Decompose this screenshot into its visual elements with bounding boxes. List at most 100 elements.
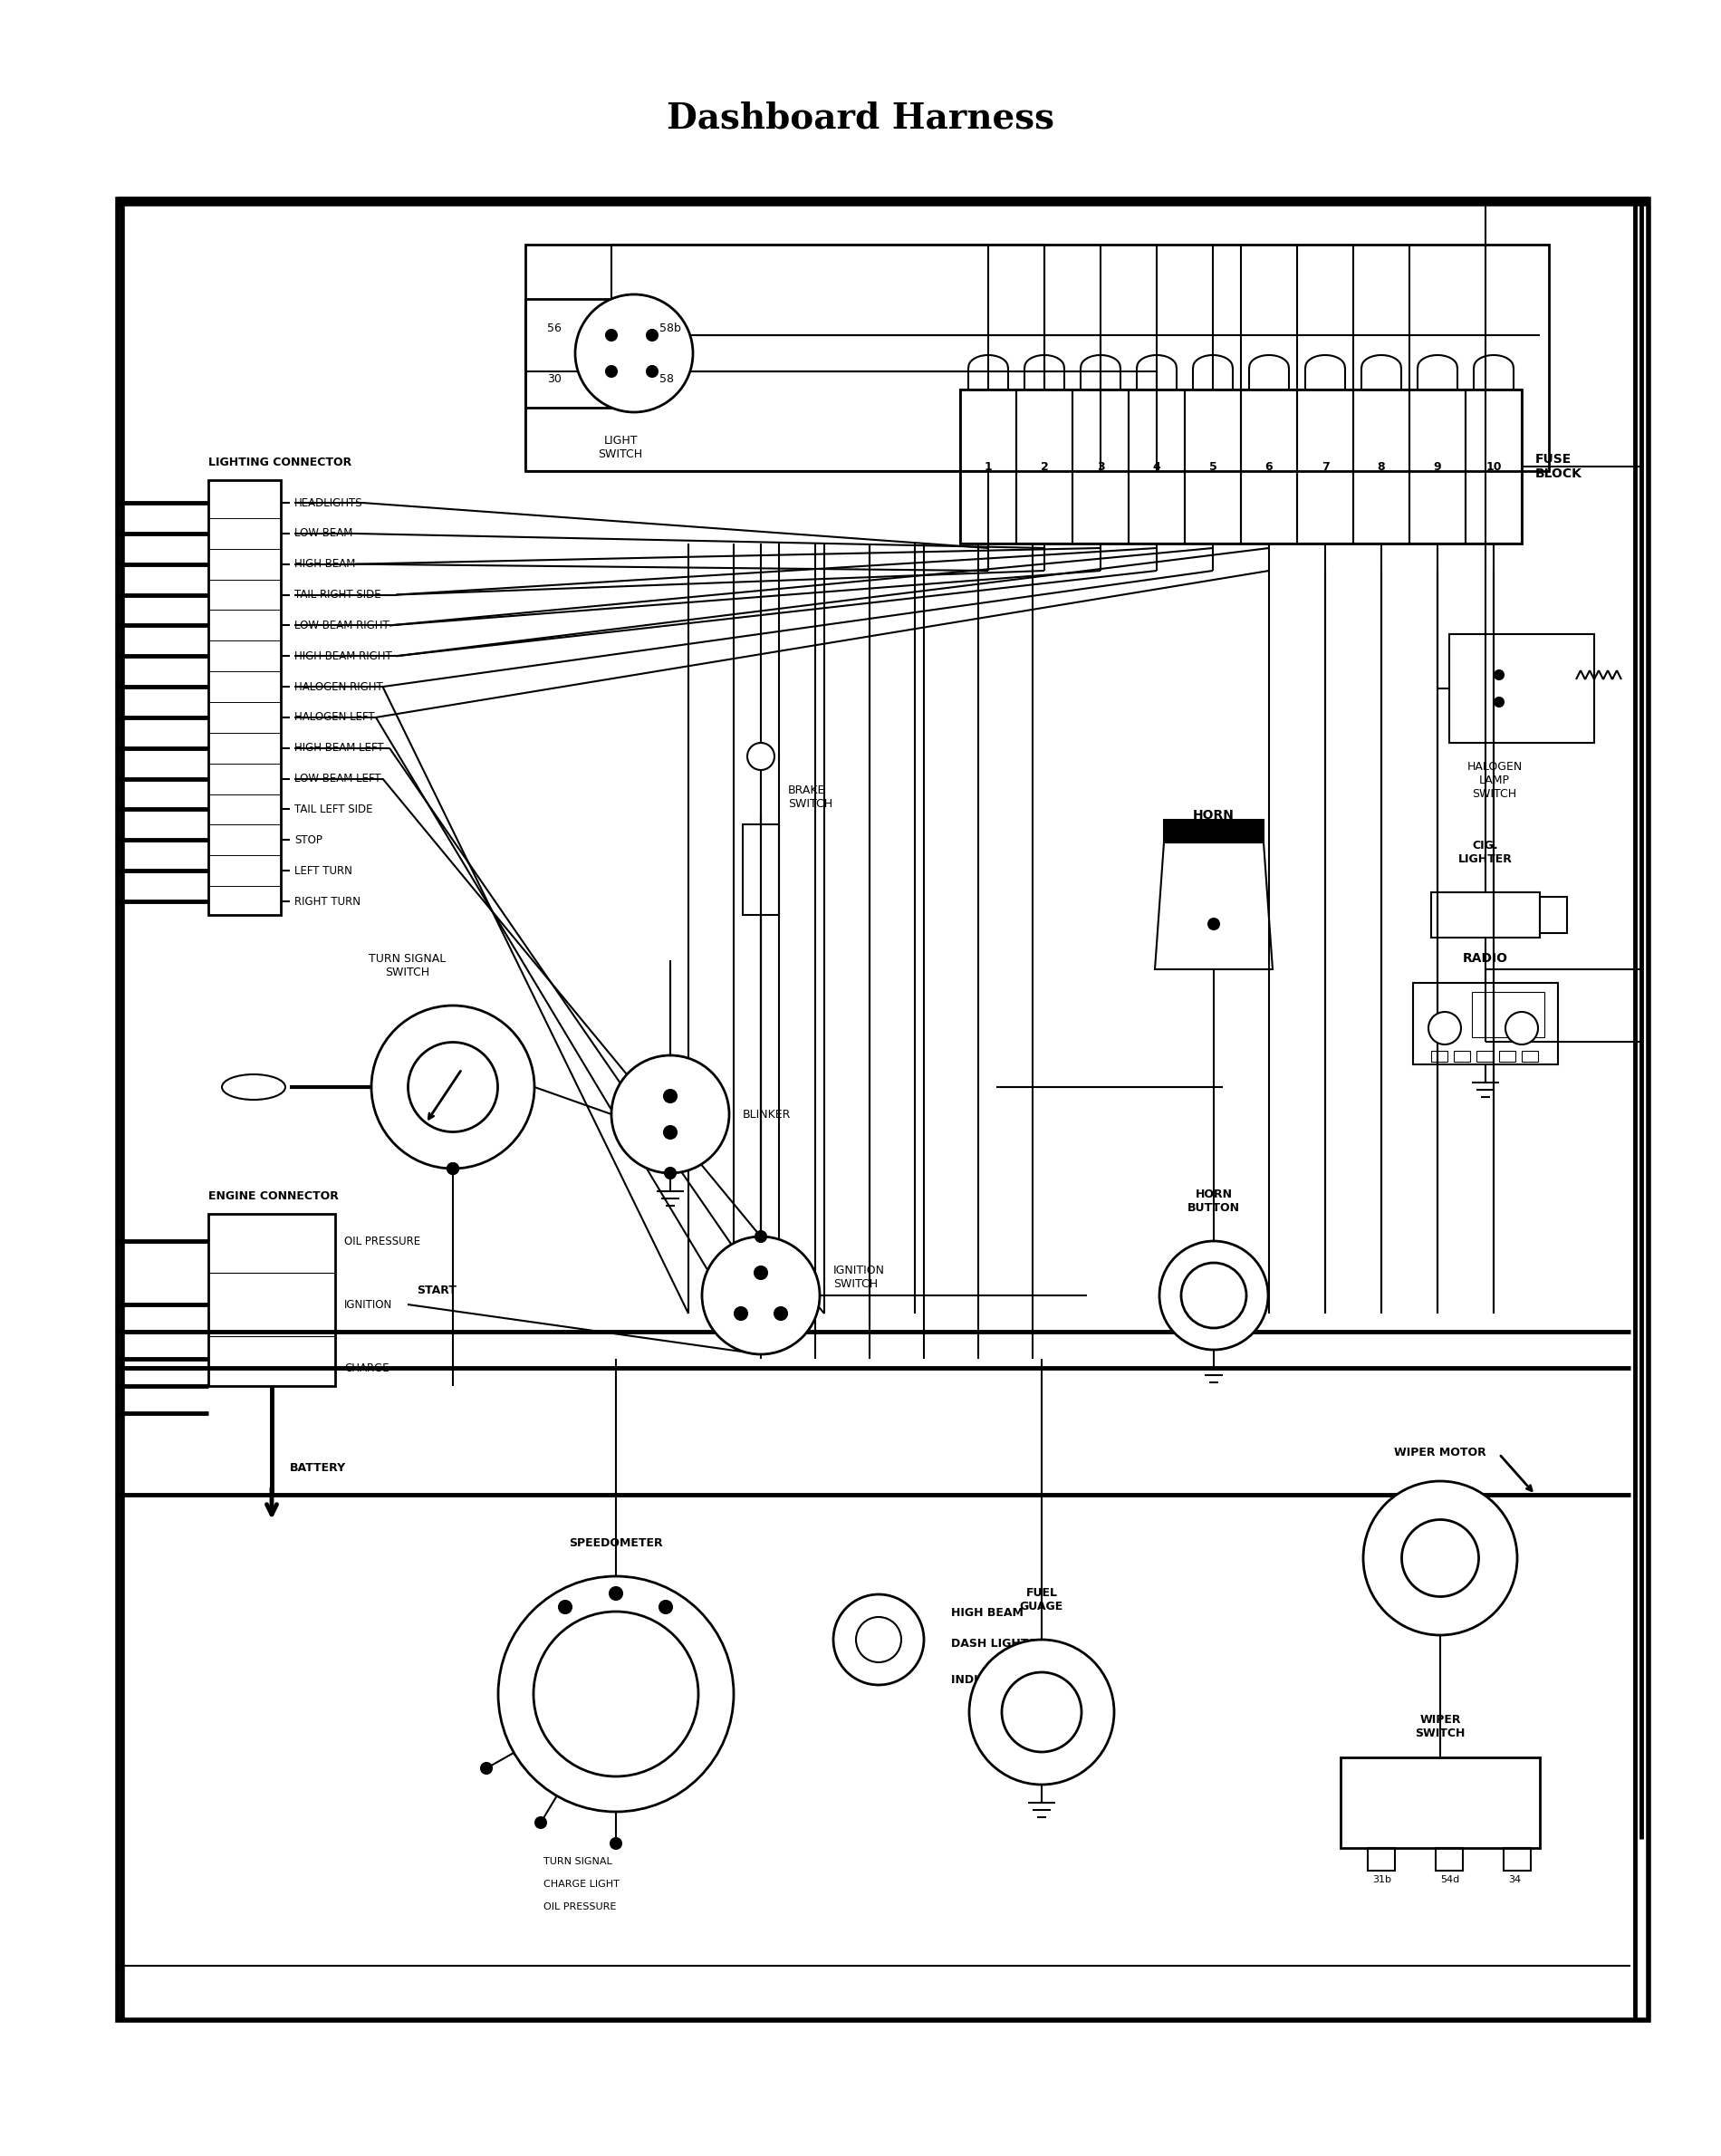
Text: OIL PRESSURE: OIL PRESSURE	[344, 1235, 420, 1246]
Circle shape	[969, 1641, 1113, 1785]
Text: RIGHT TURN: RIGHT TURN	[294, 895, 360, 908]
Text: 1: 1	[984, 461, 993, 472]
Text: CHARGE: CHARGE	[344, 1363, 389, 1373]
Circle shape	[1494, 699, 1504, 707]
Circle shape	[1208, 918, 1218, 929]
Text: 7: 7	[1322, 461, 1329, 472]
Text: LOW BEAM RIGHT: LOW BEAM RIGHT	[294, 619, 389, 632]
Bar	[525, 244, 1549, 470]
Polygon shape	[1155, 843, 1272, 970]
Circle shape	[659, 1600, 673, 1613]
Bar	[960, 390, 1017, 543]
Circle shape	[647, 330, 657, 341]
Bar	[1409, 390, 1466, 543]
Bar	[1435, 1848, 1463, 1871]
Text: Dashboard Harness: Dashboard Harness	[666, 101, 1055, 136]
Bar	[1353, 390, 1409, 543]
Circle shape	[833, 1593, 924, 1686]
Circle shape	[609, 1587, 623, 1600]
Circle shape	[575, 295, 694, 412]
Text: CHARGE LIGHT: CHARGE LIGHT	[544, 1880, 620, 1889]
Text: LOW BEAM: LOW BEAM	[294, 528, 353, 539]
Bar	[1466, 390, 1521, 543]
Circle shape	[447, 1162, 458, 1175]
Ellipse shape	[222, 1074, 286, 1100]
Text: OIL PRESSURE: OIL PRESSURE	[544, 1902, 616, 1912]
Text: FUEL
GUAGE: FUEL GUAGE	[1021, 1587, 1064, 1613]
Circle shape	[408, 1041, 497, 1132]
Bar	[208, 1214, 336, 1386]
Text: 54d: 54d	[1440, 1876, 1459, 1884]
Text: HORN: HORN	[1193, 808, 1234, 821]
Bar	[1504, 1848, 1530, 1871]
Bar	[117, 198, 1649, 2020]
Circle shape	[774, 1307, 786, 1319]
Text: BATTERY: BATTERY	[289, 1462, 346, 1473]
Bar	[1163, 819, 1263, 843]
Bar	[1072, 390, 1129, 543]
Bar	[1432, 1050, 1447, 1061]
Circle shape	[702, 1238, 819, 1354]
Circle shape	[1494, 671, 1504, 679]
Text: INDICATOR POWER: INDICATOR POWER	[952, 1675, 1070, 1686]
Text: 6: 6	[1265, 461, 1274, 472]
Text: ENGINE CONNECTOR: ENGINE CONNECTOR	[208, 1190, 339, 1201]
Circle shape	[480, 1764, 492, 1774]
Bar	[1471, 992, 1544, 1037]
Circle shape	[1160, 1242, 1268, 1350]
Text: 2: 2	[1041, 461, 1048, 472]
Text: 3: 3	[1096, 461, 1105, 472]
Bar	[1298, 390, 1353, 543]
Bar	[1017, 390, 1072, 543]
Bar	[743, 824, 780, 914]
Circle shape	[535, 1818, 546, 1828]
Circle shape	[756, 1231, 766, 1242]
Text: 58b: 58b	[659, 321, 682, 334]
Text: 31b: 31b	[1372, 1876, 1391, 1884]
Text: 9: 9	[1434, 461, 1442, 472]
Bar	[525, 300, 630, 407]
Circle shape	[372, 1005, 535, 1169]
Text: 8: 8	[1377, 461, 1385, 472]
Circle shape	[1002, 1673, 1081, 1753]
Circle shape	[664, 1169, 676, 1179]
Text: HIGH BEAM RIGHT: HIGH BEAM RIGHT	[294, 651, 392, 662]
Bar	[1241, 390, 1298, 543]
Bar	[1454, 1050, 1470, 1061]
Circle shape	[559, 1600, 571, 1613]
Circle shape	[664, 1089, 676, 1102]
Bar	[960, 390, 1521, 543]
Text: 30: 30	[547, 373, 561, 384]
Text: LOW BEAM LEFT: LOW BEAM LEFT	[294, 772, 380, 785]
Circle shape	[664, 1125, 676, 1138]
Text: FUSE
BLOCK: FUSE BLOCK	[1535, 453, 1582, 481]
Text: HORN
BUTTON: HORN BUTTON	[1187, 1188, 1241, 1214]
Bar	[1368, 1848, 1396, 1871]
Text: TAIL RIGHT SIDE: TAIL RIGHT SIDE	[294, 589, 380, 602]
Text: 10: 10	[1485, 461, 1501, 472]
Circle shape	[606, 330, 616, 341]
Text: HALOGEN
LAMP
SWITCH: HALOGEN LAMP SWITCH	[1466, 761, 1523, 800]
Circle shape	[447, 1162, 458, 1175]
Circle shape	[747, 744, 774, 770]
Text: BRAKE
SWITCH: BRAKE SWITCH	[788, 785, 833, 811]
Text: WIPER
SWITCH: WIPER SWITCH	[1415, 1714, 1465, 1740]
Bar	[208, 481, 281, 914]
Text: HEADLIGHTS: HEADLIGHTS	[294, 496, 363, 509]
Circle shape	[754, 1266, 768, 1279]
Circle shape	[1428, 1011, 1461, 1044]
Circle shape	[606, 367, 616, 377]
Bar	[1341, 1757, 1540, 1848]
Text: 58: 58	[659, 373, 675, 384]
Circle shape	[497, 1576, 733, 1811]
Bar	[1540, 897, 1568, 934]
Text: IGNITION
SWITCH: IGNITION SWITCH	[833, 1266, 885, 1289]
Circle shape	[1506, 1011, 1539, 1044]
Text: BLINKER: BLINKER	[743, 1108, 792, 1121]
Circle shape	[1181, 1263, 1246, 1328]
Bar	[1477, 1050, 1492, 1061]
Text: TAIL LEFT SIDE: TAIL LEFT SIDE	[294, 804, 373, 815]
Bar	[1499, 1050, 1516, 1061]
Text: LEFT TURN: LEFT TURN	[294, 865, 353, 877]
Circle shape	[1401, 1520, 1478, 1598]
